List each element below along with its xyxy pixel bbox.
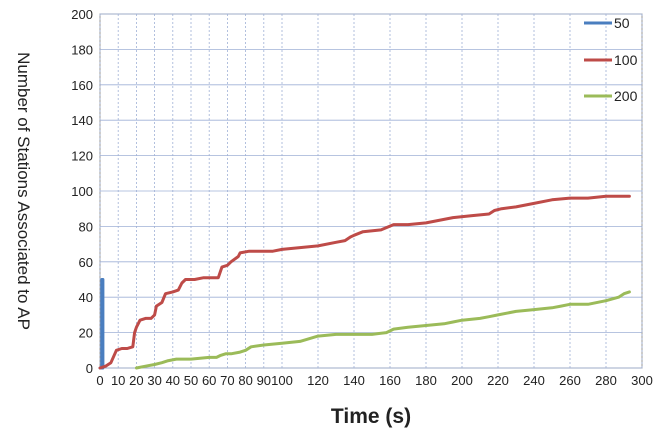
x-tick-label: 200 — [451, 373, 473, 388]
x-tick-label: 50 — [184, 373, 198, 388]
y-tick-label: 60 — [79, 255, 93, 270]
y-tick-label: 200 — [71, 7, 93, 22]
legend-label-200: 200 — [614, 88, 638, 104]
x-tick-label: 0 — [96, 373, 103, 388]
x-tick-label: 180 — [415, 373, 437, 388]
x-tick-label: 20 — [129, 373, 143, 388]
x-tick-label: 220 — [487, 373, 509, 388]
x-tick-label: 100 — [271, 373, 293, 388]
y-tick-label: 100 — [71, 184, 93, 199]
x-tick-label: 120 — [307, 373, 329, 388]
series-lines — [98, 194, 631, 370]
y-tick-label: 80 — [79, 219, 93, 234]
y-tick-label: 180 — [71, 42, 93, 57]
series-line-100 — [98, 194, 631, 370]
x-tick-label: 70 — [220, 373, 234, 388]
legend-label-100: 100 — [614, 52, 638, 68]
x-tick-label: 10 — [111, 373, 125, 388]
x-tick-label: 40 — [166, 373, 180, 388]
series-line-200 — [134, 290, 631, 370]
y-tick-label: 0 — [86, 361, 93, 376]
legend: 50 100 200 — [584, 15, 638, 104]
y-tick-label: 160 — [71, 78, 93, 93]
x-tick-label: 260 — [559, 373, 581, 388]
series-line-50 — [98, 278, 105, 370]
x-tick-label: 300 — [631, 373, 653, 388]
x-tick-label: 60 — [202, 373, 216, 388]
y-tick-label: 40 — [79, 290, 93, 305]
y-tick-label: 20 — [79, 326, 93, 341]
x-tick-label: 240 — [523, 373, 545, 388]
x-tick-label: 280 — [595, 373, 617, 388]
x-tick-label: 160 — [379, 373, 401, 388]
y-axis-title: Number of Stations Associated to AP — [14, 52, 33, 330]
x-tick-label: 80 — [238, 373, 252, 388]
y-tick-label: 120 — [71, 149, 93, 164]
y-tick-labels: 0 20 40 60 80 100 120 140 160 180 200 — [71, 7, 93, 376]
x-tick-label: 90 — [257, 373, 271, 388]
x-axis-title: Time (s) — [331, 405, 411, 428]
grid-lines — [99, 13, 643, 369]
x-tick-labels: 0 10 20 30 40 50 60 70 80 90 100 120 140 160 180 200 220… — [96, 373, 652, 388]
legend-label-50: 50 — [614, 15, 630, 31]
x-tick-label: 30 — [147, 373, 161, 388]
y-tick-label: 140 — [71, 113, 93, 128]
x-tick-label: 140 — [343, 373, 365, 388]
